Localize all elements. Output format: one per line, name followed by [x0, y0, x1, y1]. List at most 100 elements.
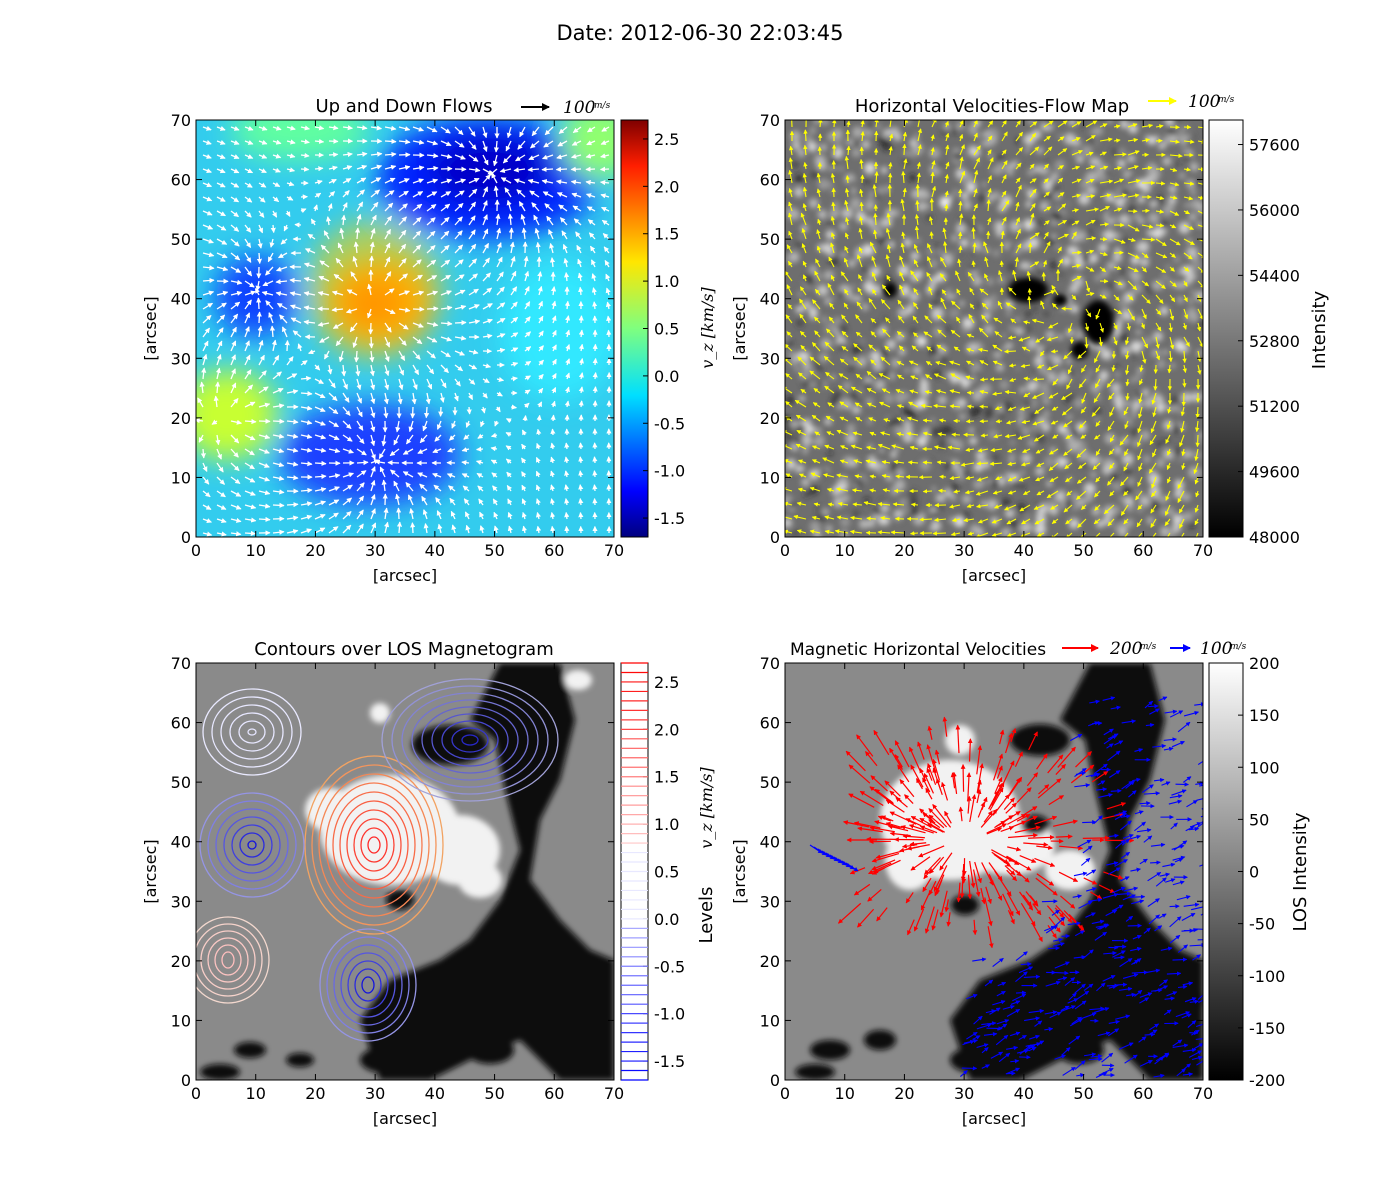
- flow-arrow: [230, 517, 242, 523]
- flow-arrow: [412, 259, 422, 268]
- flow-arrow: [510, 404, 517, 410]
- x-tick-label: 40: [1014, 541, 1034, 560]
- granule: [904, 424, 913, 434]
- y-tick-label: 0: [770, 1071, 780, 1090]
- flow-arrow: [412, 191, 424, 198]
- flow-arrow: [408, 420, 414, 433]
- flow-arrow: [437, 523, 443, 534]
- flow-arrow: [314, 460, 327, 467]
- flow-arrow: [349, 322, 358, 333]
- flow-arrow: [409, 507, 415, 520]
- flow-arrow: [426, 378, 433, 390]
- intergranular-lane: [834, 219, 839, 224]
- flow-arrow: [272, 167, 281, 173]
- flow-arrow: [314, 192, 322, 198]
- flow-arrow: [440, 274, 451, 282]
- intergranular-lane: [1174, 161, 1180, 167]
- colorbar-tick-label: 49600: [1249, 463, 1300, 482]
- flow-arrow: [454, 244, 464, 254]
- flow-arrow: [230, 448, 239, 458]
- flow-arrow: [216, 302, 227, 310]
- flow-arrow: [258, 168, 267, 174]
- intergranular-lane: [1068, 253, 1074, 259]
- y-tick-label: 10: [171, 1011, 191, 1030]
- y-tick-label: 0: [181, 1071, 191, 1090]
- flow-arrow: [216, 314, 226, 324]
- flow-arrow: [398, 190, 409, 198]
- granule: [826, 134, 834, 142]
- flow-arrow: [356, 164, 368, 170]
- flow-arrow: [832, 120, 837, 128]
- x-tick-label: 0: [191, 1084, 201, 1103]
- flow-arrow: [230, 154, 240, 159]
- flow-arrow: [211, 419, 218, 425]
- granule: [1113, 525, 1121, 533]
- flow-arrow: [356, 406, 363, 418]
- flow-arrow: [272, 196, 280, 203]
- flow-arrow: [314, 487, 327, 493]
- flow-arrow: [202, 125, 212, 131]
- flow-arrow: [370, 151, 383, 157]
- flow-arrow: [482, 318, 493, 324]
- panel-b-quiver-key: 100 m/s: [1148, 92, 1235, 112]
- granule: [794, 365, 801, 372]
- intergranular-lane: [1106, 211, 1115, 219]
- flow-arrow: [244, 139, 254, 145]
- granule: [924, 192, 931, 200]
- flow-arrow: [402, 471, 414, 478]
- flow-arrow: [230, 224, 240, 232]
- granule: [883, 394, 894, 405]
- intergranular-lane: [852, 509, 860, 518]
- flow-arrow: [1084, 336, 1089, 349]
- flow-arrow: [405, 482, 414, 492]
- flow-arrow: [342, 202, 348, 212]
- flow-arrow: [300, 208, 307, 214]
- y-tick-label: 60: [760, 714, 780, 733]
- granule: [846, 295, 852, 301]
- intergranular-lane: [795, 302, 802, 309]
- flow-arrow: [202, 290, 215, 296]
- flow-arrow: [480, 420, 485, 428]
- flow-arrow: [423, 522, 429, 534]
- granule: [846, 424, 856, 433]
- flow-arrow: [468, 229, 476, 240]
- intergranular-lane: [975, 406, 982, 413]
- granule: [849, 458, 859, 468]
- flow-arrow: [493, 140, 500, 153]
- flow-arrow: [464, 511, 470, 520]
- flow-arrow: [300, 514, 313, 520]
- flow-arrow: [216, 448, 222, 460]
- intergranular-lane: [1001, 497, 1011, 508]
- granule: [1164, 276, 1171, 282]
- granule: [1133, 374, 1142, 383]
- colorbar-tick-label: 2.0: [654, 720, 679, 739]
- flow-arrow: [407, 494, 414, 506]
- intergranular-lane: [1092, 154, 1097, 159]
- flow-arrow: [440, 290, 452, 296]
- flow-arrow-red: [1082, 835, 1110, 841]
- flow-arrow: [439, 392, 445, 403]
- panel-c-colorbar-label: Levels: [696, 887, 717, 944]
- granule: [932, 326, 944, 338]
- flow-arrow: [384, 378, 390, 391]
- granule: [820, 144, 827, 151]
- flow-arrow: [578, 511, 584, 520]
- granule: [1153, 487, 1162, 496]
- granule: [1181, 148, 1186, 153]
- colorbar-tick-label: -50: [1249, 915, 1275, 934]
- granule: [1150, 200, 1157, 208]
- flow-arrow: [256, 311, 262, 324]
- intergranular-lane: [938, 355, 947, 364]
- granule: [1110, 382, 1122, 394]
- flow-arrow: [331, 307, 344, 313]
- y-tick-label: 60: [760, 171, 780, 190]
- flow-arrow: [314, 434, 327, 440]
- flow-arrow: [272, 388, 284, 394]
- x-axis-label: [arcsec]: [373, 566, 437, 585]
- flow-arrow-blue: [1088, 1056, 1103, 1062]
- intergranular-lane: [877, 136, 887, 145]
- x-tick-label: 60: [1133, 541, 1153, 560]
- intergranular-lane: [805, 278, 814, 287]
- flow-arrow: [303, 276, 316, 282]
- flow-arrow: [342, 472, 354, 478]
